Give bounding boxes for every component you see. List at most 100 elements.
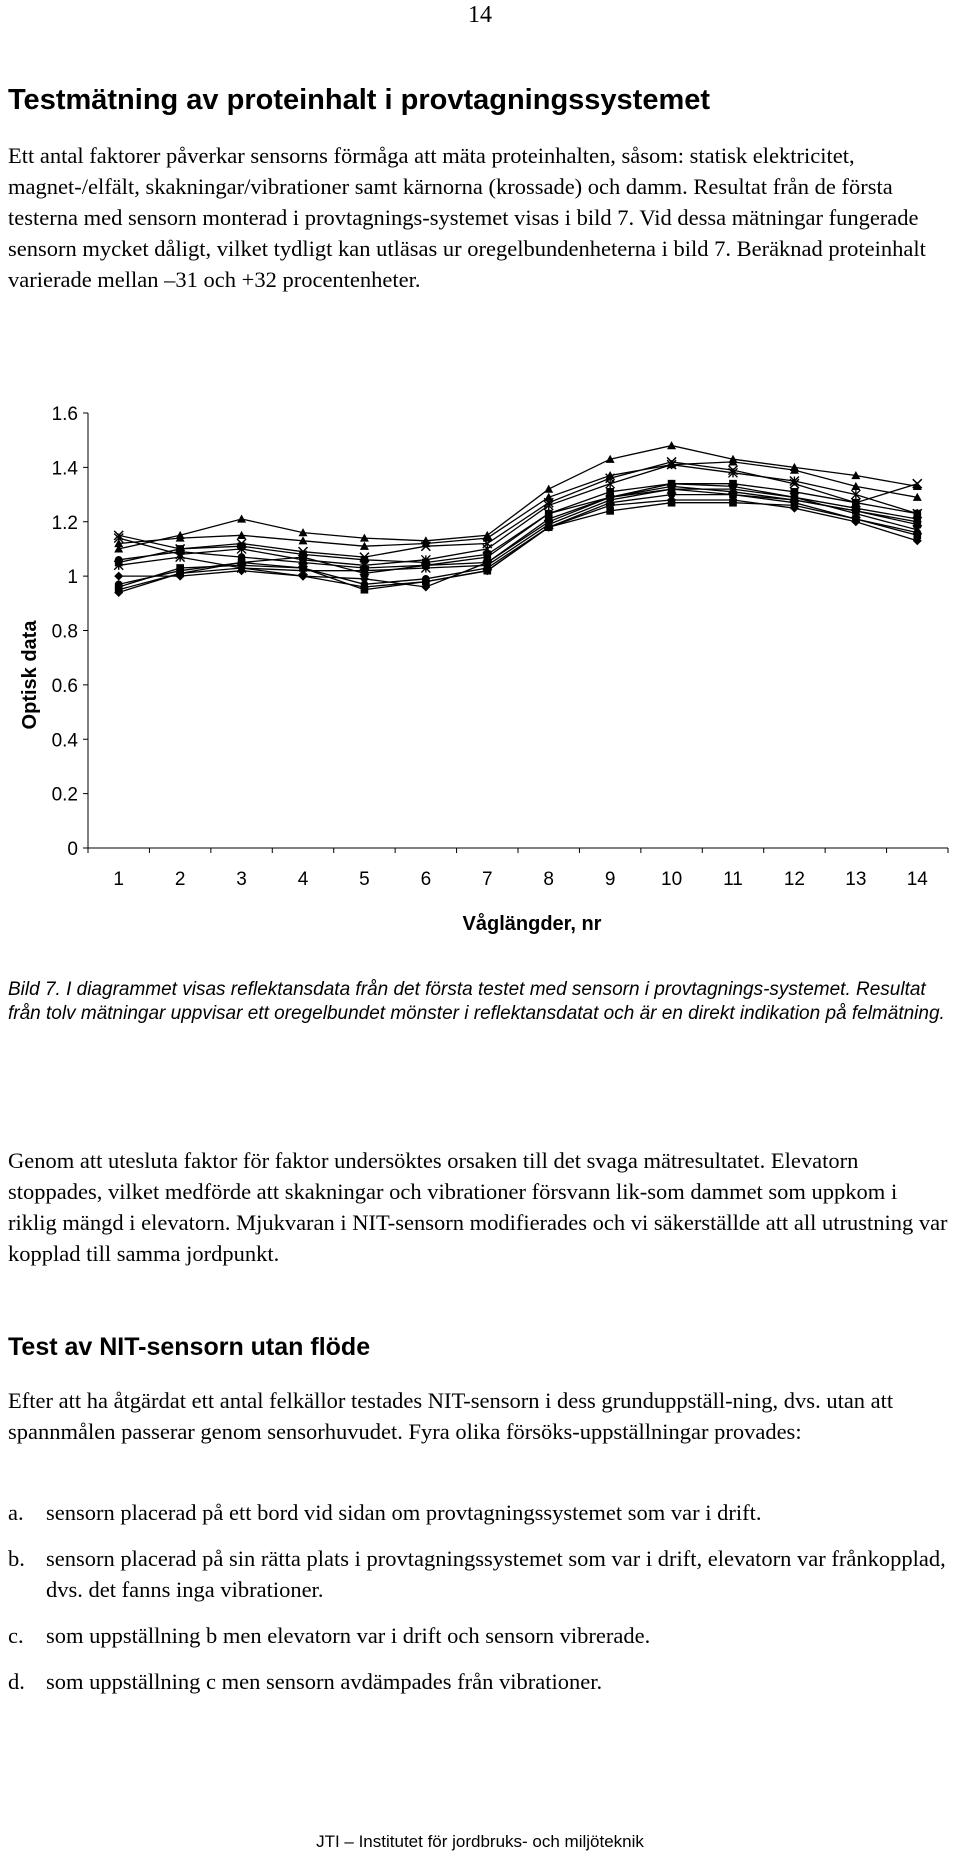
data-point: [851, 517, 861, 527]
data-point: [113, 533, 124, 544]
data-point: [913, 531, 922, 540]
x-tick-label: 11: [723, 869, 743, 890]
data-point: [912, 478, 923, 489]
section-title-2: Test av NIT-sensorn utan flöde: [8, 1333, 371, 1361]
section-title: Testmätning av proteinhalt i provtagning…: [8, 84, 711, 116]
data-point: [237, 514, 247, 523]
data-point: [114, 587, 124, 597]
list-marker: c.: [8, 1623, 24, 1648]
chart-svg: 00.20.40.60.811.21.41.6 1 2 3 4 5 6 7 8 9 10 11 12 1…: [19, 404, 949, 935]
data-point: [667, 441, 677, 450]
data-point: [543, 500, 554, 511]
data-point: [606, 507, 614, 515]
data-point: [175, 568, 185, 578]
x-tick-label: 3: [236, 869, 247, 890]
data-point: [298, 571, 308, 581]
x-tick-label: 10: [661, 869, 682, 890]
data-point: [114, 583, 123, 591]
setup-list: a. sensorn placerad på ett bord vid sida…: [8, 1497, 948, 1712]
y-tick-label: 0.8: [52, 622, 78, 643]
data-point: [359, 574, 369, 584]
data-point: [544, 522, 554, 532]
data-point: [114, 571, 124, 581]
data-point: [299, 564, 307, 572]
data-point: [360, 555, 369, 564]
y-tick-label: 1.2: [52, 513, 78, 534]
data-point: [482, 533, 492, 542]
list-text: sensorn placerad på sin rätta plats i pr…: [46, 1546, 946, 1602]
x-axis-label: Våglängder, nr: [463, 912, 602, 935]
data-point: [113, 560, 124, 571]
list-item: a. sensorn placerad på ett bord vid sida…: [8, 1497, 948, 1528]
list-marker: a.: [8, 1500, 24, 1525]
y-axis-label: Optisk data: [19, 620, 41, 730]
y-tick-label: 0.4: [52, 730, 79, 751]
data-point: [421, 539, 431, 548]
data-point: [728, 467, 738, 478]
data-point: [298, 536, 308, 545]
data-point: [359, 582, 369, 592]
data-point: [912, 536, 922, 546]
list-text: sensorn placerad på ett bord vid sidan o…: [46, 1500, 762, 1525]
y-tick-labels: 0 0.2 0.4 0.6 0.8 1 1.2 1.4 1.6: [52, 404, 88, 860]
y-tick-label: 1.6: [52, 404, 78, 425]
body-paragraph: Genom att utesluta faktor för faktor und…: [8, 1148, 948, 1266]
list-marker: b.: [8, 1546, 25, 1571]
data-point: [359, 533, 369, 542]
series-line: [118, 488, 918, 572]
data-point: [913, 509, 922, 518]
series-line: [118, 464, 918, 566]
data-point: [544, 484, 554, 493]
data-point: [420, 541, 431, 552]
section-paragraph: Efter att ha åtgärdat ett antal felkällo…: [8, 1388, 894, 1444]
data-point: [789, 475, 800, 486]
x-tick-label: 9: [605, 869, 616, 890]
footer: JTI – Institutet för jordbruks- och milj…: [316, 1832, 644, 1851]
series-4: [113, 459, 923, 571]
series-line: [118, 444, 918, 550]
data-point: [789, 503, 799, 513]
data-point: [666, 459, 677, 470]
y-tick-label: 0: [67, 839, 78, 860]
series-12: [114, 495, 922, 597]
x-tick-label: 2: [175, 869, 186, 890]
figure-caption: Bild 7. I diagrammet visas reflektansdat…: [8, 979, 945, 1024]
data-point: [912, 517, 922, 527]
data-point: [237, 530, 247, 539]
data-point: [482, 566, 492, 576]
x-tick-label: 14: [907, 869, 929, 890]
x-tick-label: 7: [482, 869, 493, 890]
data-point: [237, 563, 247, 573]
data-point: [421, 577, 431, 587]
data-point: [729, 490, 737, 499]
data-point: [912, 492, 922, 501]
x-tick-label: 13: [845, 869, 866, 890]
series-layer: [113, 441, 923, 597]
series-line: [118, 461, 918, 558]
y-tick-label: 1.4: [52, 458, 79, 479]
y-tick-label: 0.2: [52, 785, 78, 806]
data-point: [789, 465, 799, 474]
data-point: [114, 544, 124, 553]
data-point: [176, 564, 184, 572]
data-point: [176, 547, 184, 556]
data-point: [728, 457, 738, 466]
data-point: [605, 500, 615, 510]
data-point: [359, 565, 370, 576]
data-point: [114, 539, 124, 548]
data-point: [420, 562, 431, 573]
data-point: [667, 495, 677, 505]
data-point: [851, 481, 861, 491]
list-item: d. som uppställning c men sensorn avdämp…: [8, 1666, 948, 1697]
data-point: [175, 533, 185, 542]
list-item: b. sensorn placerad på sin rätta plats i…: [8, 1543, 948, 1605]
intro-paragraph: Ett antal faktorer påverkar sensorns för…: [8, 143, 926, 292]
list-text: som uppställning c men sensorn avdämpade…: [46, 1669, 603, 1694]
data-point: [851, 471, 861, 480]
x-tick-label: 4: [298, 869, 309, 890]
data-point: [114, 555, 123, 564]
data-point: [667, 490, 676, 499]
series-6: [114, 479, 922, 572]
data-point: [606, 488, 614, 496]
data-point: [298, 528, 308, 537]
